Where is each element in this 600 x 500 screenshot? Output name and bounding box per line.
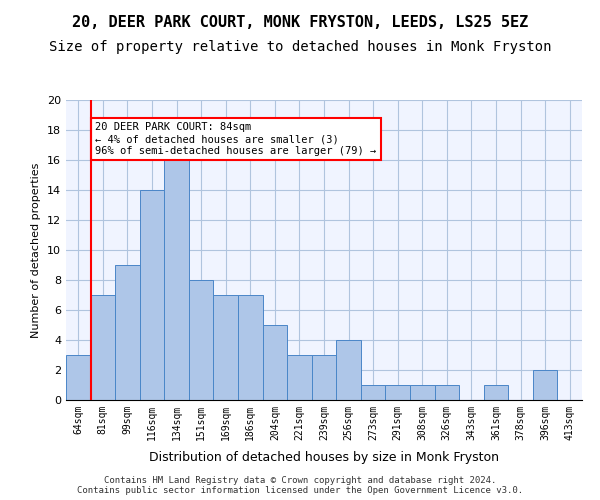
Text: 20, DEER PARK COURT, MONK FRYSTON, LEEDS, LS25 5EZ: 20, DEER PARK COURT, MONK FRYSTON, LEEDS…	[72, 15, 528, 30]
Y-axis label: Number of detached properties: Number of detached properties	[31, 162, 41, 338]
Bar	[115, 265, 140, 400]
Bar	[410, 385, 434, 400]
Text: Contains HM Land Registry data © Crown copyright and database right 2024.
Contai: Contains HM Land Registry data © Crown c…	[77, 476, 523, 495]
Bar	[312, 355, 336, 400]
Bar	[164, 145, 189, 400]
Bar	[336, 340, 361, 400]
Bar	[66, 355, 91, 400]
Bar	[533, 370, 557, 400]
Bar	[263, 325, 287, 400]
Text: Size of property relative to detached houses in Monk Fryston: Size of property relative to detached ho…	[49, 40, 551, 54]
Text: 20 DEER PARK COURT: 84sqm
← 4% of detached houses are smaller (3)
96% of semi-de: 20 DEER PARK COURT: 84sqm ← 4% of detach…	[95, 122, 377, 156]
Bar	[484, 385, 508, 400]
Bar	[189, 280, 214, 400]
Bar	[238, 295, 263, 400]
Bar	[140, 190, 164, 400]
Bar	[287, 355, 312, 400]
Bar	[361, 385, 385, 400]
X-axis label: Distribution of detached houses by size in Monk Fryston: Distribution of detached houses by size …	[149, 451, 499, 464]
Bar	[91, 295, 115, 400]
Bar	[434, 385, 459, 400]
Bar	[214, 295, 238, 400]
Bar	[385, 385, 410, 400]
